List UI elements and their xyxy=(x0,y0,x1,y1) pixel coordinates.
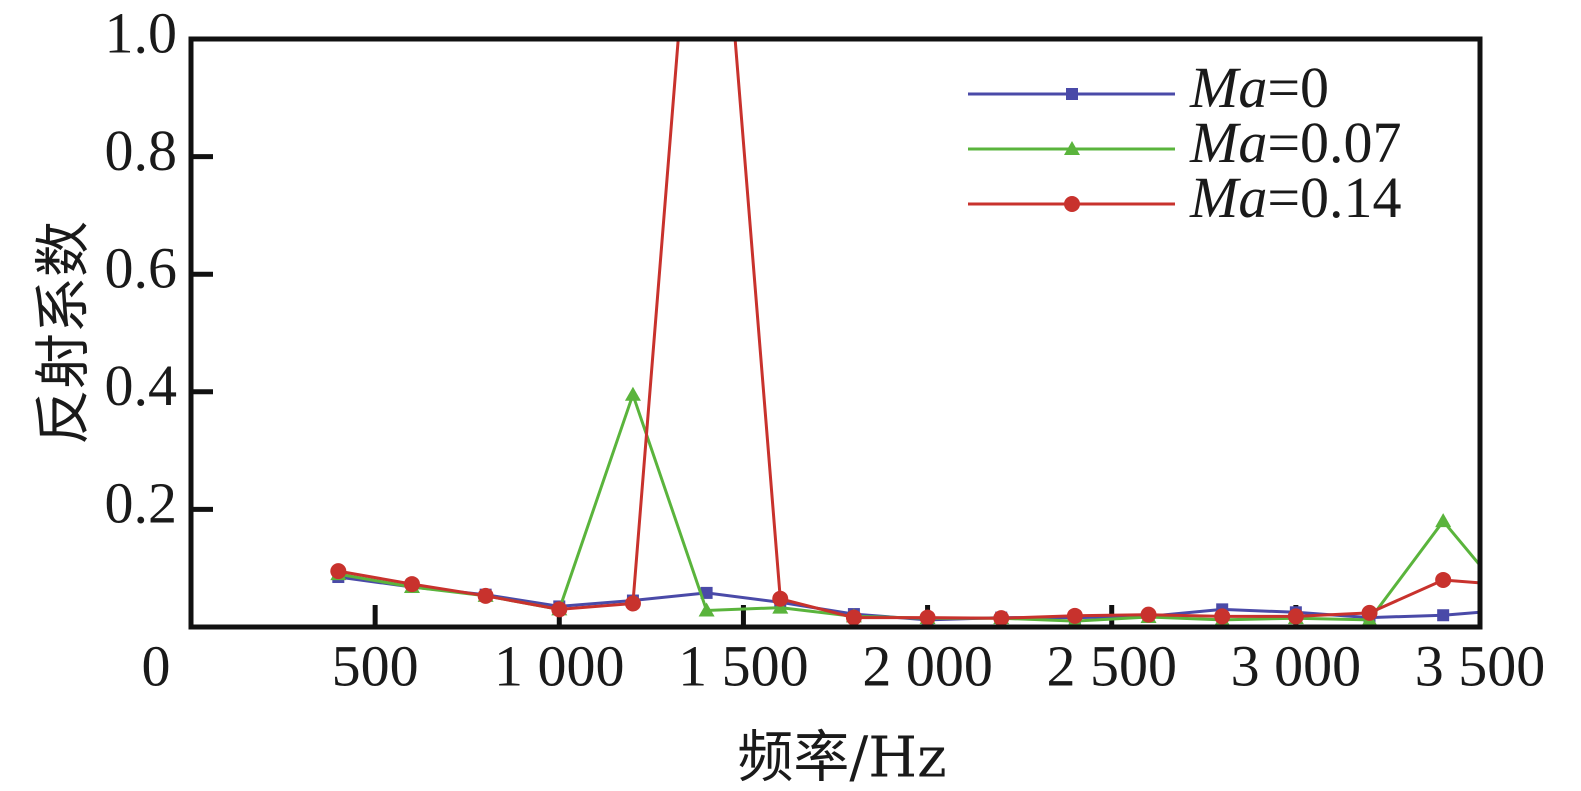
x-tick-label: 2 500 xyxy=(1046,633,1177,698)
data-point xyxy=(1435,571,1452,588)
data-point xyxy=(1509,601,1525,615)
series-3 xyxy=(330,39,1525,627)
data-point xyxy=(1435,513,1452,528)
x-tick-label: 3 000 xyxy=(1231,633,1362,698)
data-point xyxy=(1361,604,1378,621)
data-point xyxy=(845,609,862,626)
legend-label: Ma=0 xyxy=(1189,55,1329,120)
series-layer xyxy=(330,39,1525,627)
data-point xyxy=(624,386,641,401)
data-point xyxy=(551,601,568,618)
legend-marker xyxy=(1066,88,1078,100)
legend-marker xyxy=(1064,141,1080,155)
legend-label-italic: Ma xyxy=(1189,55,1267,120)
data-point xyxy=(624,595,641,612)
axis-ticks: 500 1 000 1 500 2 000 2 500 3 000 3 500 0.2 0.4 0… xyxy=(105,0,1546,698)
x-tick-label: 3 500 xyxy=(1415,633,1546,698)
x-tick-label: 1 500 xyxy=(678,633,809,698)
x-tick-label: 1 000 xyxy=(494,633,625,698)
x-origin-label: 0 xyxy=(142,633,171,698)
data-point xyxy=(477,587,494,604)
data-point xyxy=(1140,606,1157,623)
legend-label: Ma=0.14 xyxy=(1189,165,1402,230)
x-tick-label: 2 000 xyxy=(862,633,993,698)
plot-frame xyxy=(188,36,1483,630)
data-point xyxy=(1437,609,1450,622)
data-point xyxy=(698,602,715,617)
y-axis-label: 反射系数 xyxy=(32,221,97,445)
y-tick-label: 0.8 xyxy=(105,118,178,183)
y-tick-label: 0.6 xyxy=(105,236,178,301)
legend-label-rest: =0.14 xyxy=(1267,165,1401,230)
legend-label-rest: =0 xyxy=(1267,55,1329,120)
legend-label: Ma=0.07 xyxy=(1189,110,1402,175)
series-2 xyxy=(330,386,1525,627)
y-tick-label: 0.4 xyxy=(105,353,178,418)
data-point xyxy=(1287,608,1304,625)
data-point xyxy=(993,610,1010,627)
data-point xyxy=(1214,608,1231,625)
series-line xyxy=(338,39,1480,620)
data-point xyxy=(1066,607,1083,624)
data-point xyxy=(919,609,936,626)
data-point xyxy=(700,586,713,599)
data-point xyxy=(330,563,347,580)
legend-label-italic: Ma xyxy=(1189,110,1267,175)
legend-label-rest: =0.07 xyxy=(1267,110,1401,175)
data-point xyxy=(772,590,789,607)
legend-label-italic: Ma xyxy=(1189,165,1267,230)
data-point xyxy=(1509,578,1525,594)
x-tick-label: 500 xyxy=(332,633,419,698)
data-point xyxy=(403,576,420,593)
x-axis-label: 频率/Hz xyxy=(737,726,946,791)
y-tick-label: 1.0 xyxy=(105,0,178,65)
data-point xyxy=(1511,603,1523,615)
legend-marker xyxy=(1064,196,1080,212)
series-line xyxy=(338,390,1480,623)
y-tick-label: 0.2 xyxy=(105,471,178,536)
